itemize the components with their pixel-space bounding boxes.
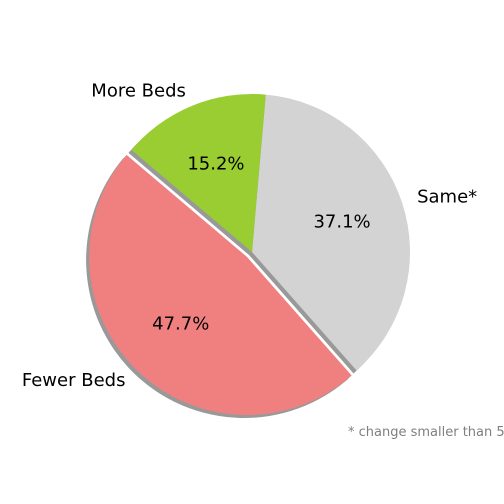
pie-slices (89, 94, 410, 415)
slice-percent-more-beds: 15.2% (187, 153, 244, 174)
slice-label-fewer-beds: Fewer Beds (22, 370, 126, 391)
slice-percent-fewer-beds: 47.7% (152, 314, 209, 335)
footnote: * change smaller than 5 (348, 425, 504, 440)
slice-percent-same: 37.1% (313, 211, 370, 232)
pie-slice-more-beds (131, 94, 266, 252)
pie-labels: Same* 37.1% Fewer Beds 47.7% More Beds 15.2% (22, 80, 477, 391)
slice-label-same: Same* (417, 187, 477, 208)
pie-slice-fewer-beds (89, 154, 352, 415)
slice-label-more-beds: More Beds (91, 80, 186, 101)
pie-slice-same (252, 94, 410, 371)
